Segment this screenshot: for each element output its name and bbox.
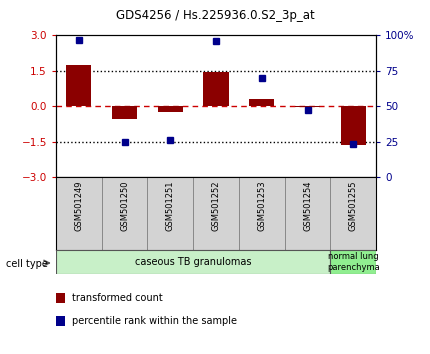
Bar <box>112 106 137 119</box>
Text: GSM501255: GSM501255 <box>349 181 358 231</box>
Text: GDS4256 / Hs.225936.0.S2_3p_at: GDS4256 / Hs.225936.0.S2_3p_at <box>116 9 314 22</box>
Bar <box>295 106 320 107</box>
Text: GSM501249: GSM501249 <box>74 181 83 231</box>
Bar <box>203 72 229 106</box>
Text: caseous TB granulomas: caseous TB granulomas <box>135 257 252 267</box>
Text: GSM501252: GSM501252 <box>212 181 221 231</box>
Text: percentile rank within the sample: percentile rank within the sample <box>72 316 237 326</box>
Bar <box>56 250 331 274</box>
Text: GSM501253: GSM501253 <box>257 181 266 231</box>
Text: transformed count: transformed count <box>72 293 163 303</box>
Text: GSM501254: GSM501254 <box>303 181 312 231</box>
Text: cell type: cell type <box>6 259 48 269</box>
Bar <box>158 106 183 112</box>
Text: GSM501251: GSM501251 <box>166 181 175 231</box>
Bar <box>66 65 91 106</box>
Text: GSM501250: GSM501250 <box>120 181 129 231</box>
Bar <box>249 99 274 106</box>
Bar <box>331 250 376 274</box>
Bar <box>341 106 366 145</box>
Text: normal lung
parenchyma: normal lung parenchyma <box>327 252 380 272</box>
